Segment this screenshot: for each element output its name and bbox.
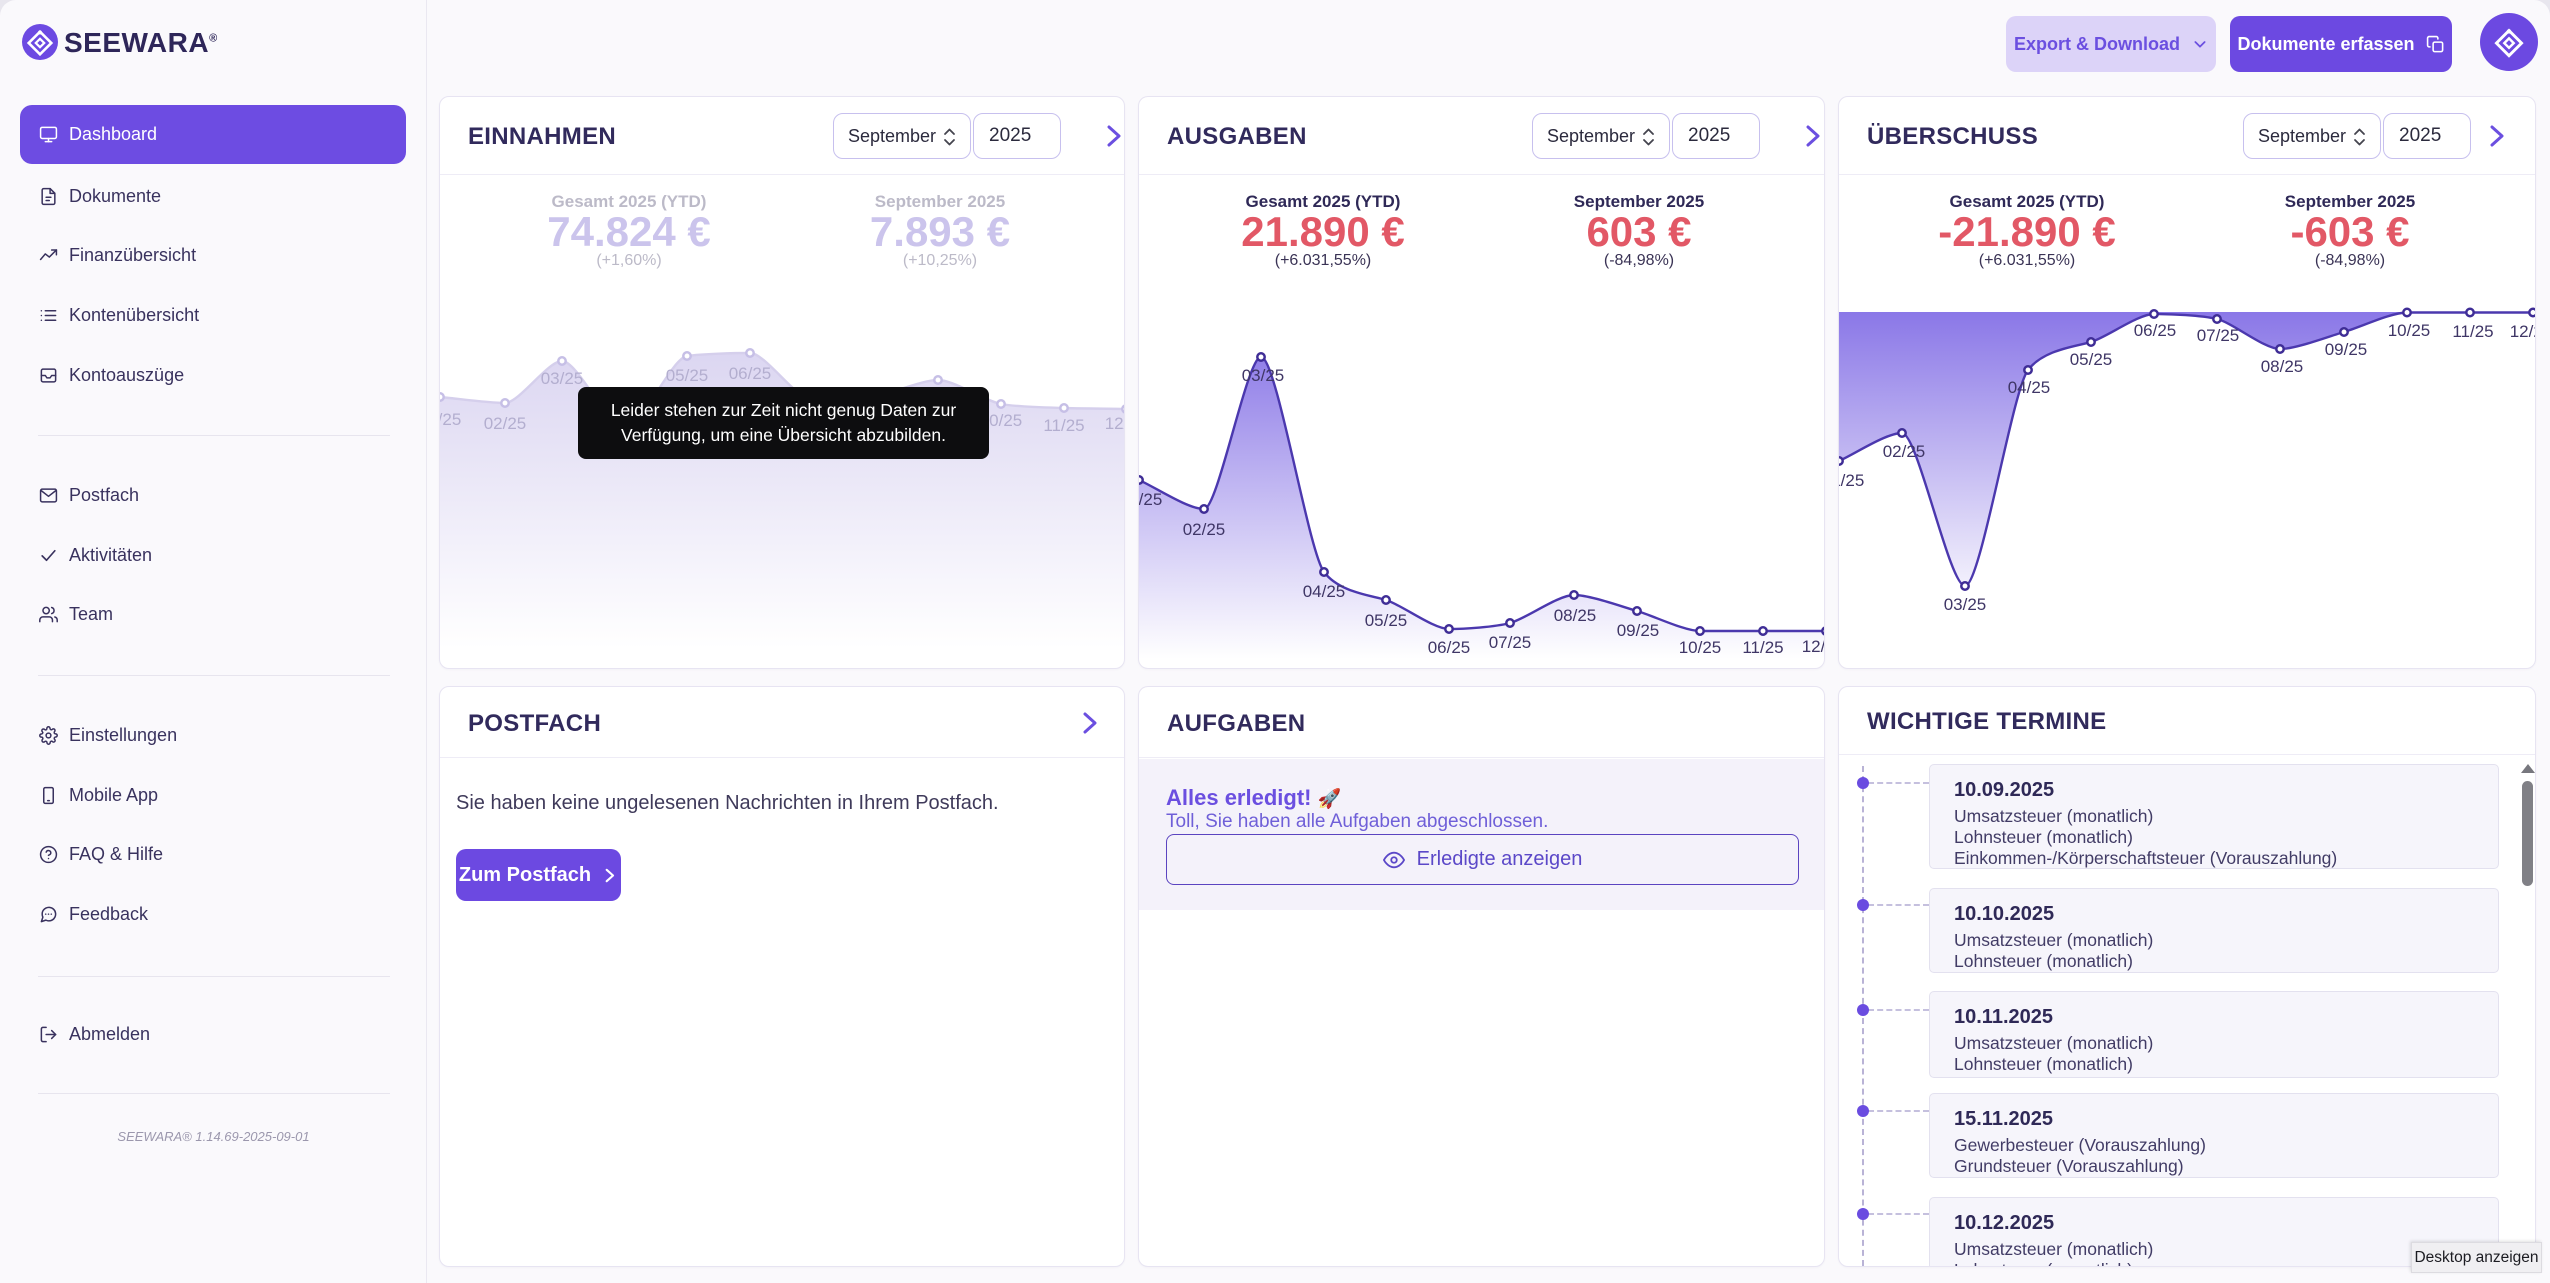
svg-text:06/25: 06/25 [1428, 638, 1471, 657]
svg-text:12/25: 12/25 [2510, 322, 2536, 341]
svg-text:01/25: 01/25 [440, 410, 461, 429]
svg-text:02/25: 02/25 [1883, 442, 1926, 461]
svg-text:05/25: 05/25 [1365, 611, 1408, 630]
svg-text:12/25: 12/25 [1802, 637, 1825, 656]
svg-text:08/25: 08/25 [1554, 606, 1597, 625]
svg-text:08/25: 08/25 [2261, 357, 2304, 376]
svg-text:05/25: 05/25 [666, 366, 709, 385]
svg-text:06/25: 06/25 [729, 364, 772, 383]
svg-text:01/25: 01/25 [1139, 490, 1162, 509]
svg-text:03/25: 03/25 [541, 369, 584, 388]
svg-text:09/25: 09/25 [1617, 621, 1660, 640]
svg-text:11/25: 11/25 [1742, 638, 1783, 657]
svg-text:03/25: 03/25 [1242, 366, 1285, 385]
svg-text:07/25: 07/25 [1489, 633, 1532, 652]
svg-text:02/25: 02/25 [484, 414, 527, 433]
svg-text:10/25: 10/25 [980, 411, 1023, 430]
svg-text:04/25: 04/25 [1303, 582, 1346, 601]
svg-text:07/25: 07/25 [2197, 326, 2240, 345]
svg-text:02/25: 02/25 [1183, 520, 1226, 539]
svg-text:11/25: 11/25 [1043, 416, 1084, 435]
svg-text:05/25: 05/25 [2070, 350, 2113, 369]
svg-text:09/25: 09/25 [2325, 340, 2368, 359]
svg-text:11/25: 11/25 [2452, 322, 2493, 341]
svg-text:03/25: 03/25 [1944, 595, 1987, 614]
svg-text:10/25: 10/25 [2388, 321, 2431, 340]
svg-text:01/25: 01/25 [1839, 471, 1864, 490]
svg-text:10/25: 10/25 [1679, 638, 1722, 657]
svg-text:12/25: 12/25 [1105, 414, 1125, 433]
svg-text:04/25: 04/25 [2008, 378, 2051, 397]
svg-text:06/25: 06/25 [2134, 321, 2177, 340]
